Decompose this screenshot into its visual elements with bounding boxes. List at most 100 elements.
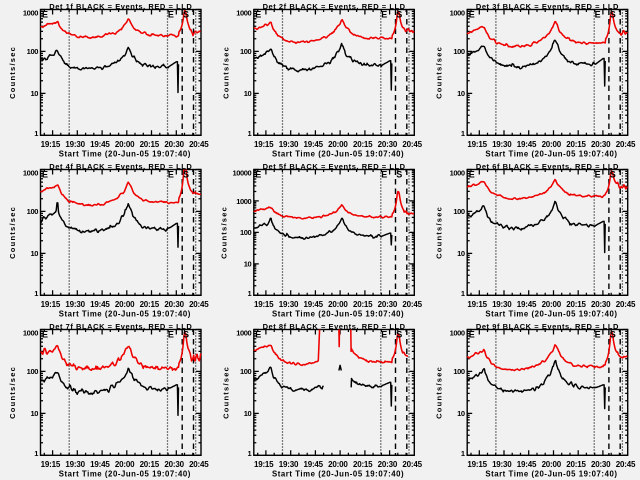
svg-text:20:30: 20:30 [591, 460, 611, 469]
svg-text:Det 4f BLACK = Events, RED = L: Det 4f BLACK = Events, RED = LLD [49, 162, 192, 171]
svg-text:19:45: 19:45 [517, 140, 537, 149]
svg-text:1: 1 [461, 129, 465, 138]
svg-text:1000: 1000 [450, 8, 465, 17]
svg-text:20:30: 20:30 [378, 300, 398, 309]
svg-text:E: E [469, 330, 475, 340]
svg-text:20:30: 20:30 [164, 300, 184, 309]
svg-text:1: 1 [248, 449, 252, 458]
svg-text:10: 10 [30, 409, 38, 418]
svg-text:S: S [396, 330, 402, 340]
svg-text:19:30: 19:30 [65, 140, 85, 149]
svg-text:20:15: 20:15 [140, 140, 160, 149]
svg-text:S: S [610, 170, 616, 180]
svg-text:1: 1 [34, 289, 38, 298]
svg-text:Start Time (20-Jun-05 19:07:40: Start Time (20-Jun-05 19:07:40) [485, 310, 617, 319]
svg-text:20:30: 20:30 [378, 140, 398, 149]
svg-text:20:45: 20:45 [189, 300, 209, 309]
svg-text:20:00: 20:00 [542, 460, 562, 469]
svg-text:19:45: 19:45 [303, 460, 323, 469]
svg-text:S: S [183, 10, 189, 20]
svg-text:Counts/sec: Counts/sec [221, 366, 230, 419]
svg-text:20:45: 20:45 [402, 140, 422, 149]
svg-text:Det 6f BLACK = Events, RED = L: Det 6f BLACK = Events, RED = LLD [476, 162, 619, 171]
svg-text:20:15: 20:15 [566, 140, 586, 149]
svg-text:20:45: 20:45 [616, 460, 636, 469]
svg-text:100: 100 [240, 367, 252, 376]
svg-text:10: 10 [244, 260, 252, 269]
svg-text:Counts/sec: Counts/sec [221, 46, 230, 99]
svg-text:20:15: 20:15 [353, 460, 373, 469]
svg-text:19:45: 19:45 [90, 140, 110, 149]
svg-text:20:00: 20:00 [328, 140, 348, 149]
svg-text:E: E [595, 170, 601, 180]
svg-text:10: 10 [457, 409, 465, 418]
svg-text:E: E [381, 10, 387, 20]
svg-text:S: S [396, 10, 402, 20]
svg-text:S: S [183, 170, 189, 180]
svg-text:19:15: 19:15 [254, 300, 274, 309]
svg-text:Start Time (20-Jun-05 19:07:40: Start Time (20-Jun-05 19:07:40) [485, 470, 617, 479]
svg-text:20:30: 20:30 [591, 300, 611, 309]
svg-text:19:15: 19:15 [41, 140, 61, 149]
svg-text:10: 10 [30, 249, 38, 258]
svg-text:Counts/sec: Counts/sec [8, 46, 17, 99]
svg-text:E: E [42, 10, 48, 20]
svg-text:1000: 1000 [450, 168, 465, 177]
svg-text:19:15: 19:15 [254, 140, 274, 149]
svg-text:E: E [381, 330, 387, 340]
svg-text:10: 10 [457, 89, 465, 98]
svg-text:1000: 1000 [236, 197, 251, 206]
svg-text:19:30: 19:30 [65, 300, 85, 309]
svg-text:20:15: 20:15 [353, 140, 373, 149]
svg-text:20:45: 20:45 [402, 300, 422, 309]
svg-text:20:00: 20:00 [115, 140, 135, 149]
svg-text:10: 10 [30, 89, 38, 98]
svg-text:Det 8f BLACK = Events, RED = L: Det 8f BLACK = Events, RED = LLD [263, 322, 406, 331]
svg-text:10: 10 [457, 249, 465, 258]
svg-text:20:00: 20:00 [328, 460, 348, 469]
svg-text:Det 1f BLACK = Events, RED = L: Det 1f BLACK = Events, RED = LLD [49, 2, 192, 11]
svg-text:20:30: 20:30 [164, 460, 184, 469]
svg-text:19:45: 19:45 [517, 460, 537, 469]
svg-text:Start Time (20-Jun-05 19:07:40: Start Time (20-Jun-05 19:07:40) [59, 470, 191, 479]
svg-text:S: S [396, 170, 402, 180]
svg-text:19:45: 19:45 [303, 300, 323, 309]
svg-text:S: S [610, 10, 616, 20]
svg-text:1: 1 [34, 129, 38, 138]
svg-text:Det 5f BLACK = Events, RED = L: Det 5f BLACK = Events, RED = LLD [263, 162, 406, 171]
svg-text:19:30: 19:30 [492, 300, 512, 309]
svg-text:19:15: 19:15 [41, 460, 61, 469]
svg-text:1000: 1000 [236, 328, 251, 337]
svg-text:Det 2f BLACK = Events, RED = L: Det 2f BLACK = Events, RED = LLD [263, 2, 406, 11]
svg-text:20:45: 20:45 [189, 140, 209, 149]
svg-text:E: E [42, 330, 48, 340]
svg-text:20:15: 20:15 [566, 300, 586, 309]
svg-text:Counts/sec: Counts/sec [435, 366, 444, 419]
svg-text:100: 100 [453, 207, 465, 216]
svg-text:Start Time (20-Jun-05 19:07:40: Start Time (20-Jun-05 19:07:40) [272, 470, 404, 479]
svg-text:19:45: 19:45 [90, 300, 110, 309]
svg-text:20:00: 20:00 [542, 300, 562, 309]
svg-text:Det 7f BLACK = Events, RED = L: Det 7f BLACK = Events, RED = LLD [49, 322, 192, 331]
svg-text:20:30: 20:30 [164, 140, 184, 149]
svg-text:Start Time (20-Jun-05 19:07:40: Start Time (20-Jun-05 19:07:40) [485, 150, 617, 159]
svg-text:1: 1 [461, 289, 465, 298]
svg-text:Start Time (20-Jun-05 19:07:40: Start Time (20-Jun-05 19:07:40) [59, 150, 191, 159]
svg-text:20:45: 20:45 [616, 300, 636, 309]
svg-text:20:00: 20:00 [542, 140, 562, 149]
svg-text:1: 1 [34, 449, 38, 458]
svg-text:19:30: 19:30 [65, 460, 85, 469]
svg-text:1000: 1000 [450, 328, 465, 337]
svg-text:E: E [381, 170, 387, 180]
svg-text:19:15: 19:15 [467, 300, 487, 309]
svg-text:Start Time (20-Jun-05 19:07:40: Start Time (20-Jun-05 19:07:40) [59, 310, 191, 319]
svg-text:20:45: 20:45 [616, 140, 636, 149]
svg-text:E: E [255, 10, 261, 20]
svg-text:20:00: 20:00 [328, 300, 348, 309]
svg-text:100: 100 [27, 47, 39, 56]
svg-text:E: E [255, 170, 261, 180]
svg-text:19:15: 19:15 [467, 460, 487, 469]
svg-text:1: 1 [248, 129, 252, 138]
svg-text:Counts/sec: Counts/sec [435, 206, 444, 259]
svg-text:20:30: 20:30 [591, 140, 611, 149]
